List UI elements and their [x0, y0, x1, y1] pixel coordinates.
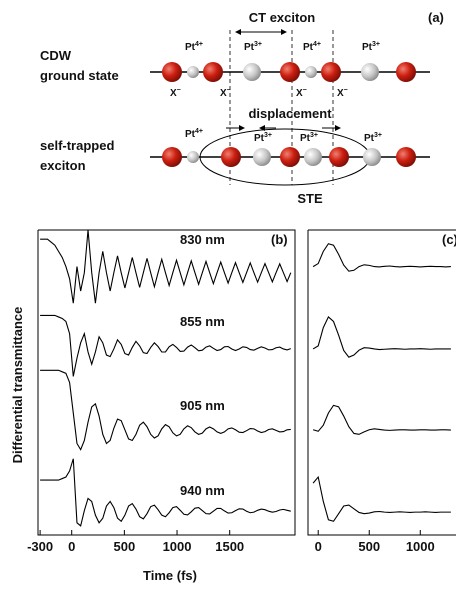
ion-base: Pt — [300, 133, 311, 144]
halogen-base: X — [170, 88, 177, 99]
schematic: CT exciton (a) CDW ground state self-tra… — [40, 10, 444, 206]
ion-label: Pt3+ — [300, 132, 318, 144]
ion-label: Pt3+ — [244, 41, 262, 53]
halogen — [280, 147, 300, 167]
halogen-charge: − — [177, 87, 181, 94]
row-label: exciton — [40, 158, 86, 173]
halogen — [396, 62, 416, 82]
ion-base: Pt — [362, 42, 373, 53]
trace — [312, 316, 451, 358]
ste-label: STE — [297, 191, 323, 206]
trace — [312, 475, 451, 522]
halogen-label: X− — [296, 87, 307, 99]
x-tick-label: 0 — [68, 539, 75, 554]
halogen-charge: − — [303, 87, 307, 94]
ion-label: Pt4+ — [303, 41, 321, 53]
ion-base: Pt — [185, 129, 196, 140]
ion-label: Pt4+ — [185, 41, 203, 53]
displacement-label: displacement — [248, 106, 332, 121]
trace — [312, 404, 451, 435]
y-axis-title: Differential transmittance — [10, 307, 25, 464]
halogen — [329, 147, 349, 167]
row-label: CDW — [40, 48, 72, 63]
x-axis-title: Time (fs) — [143, 568, 197, 583]
panel-label: (b) — [271, 232, 288, 247]
x-tick-label: 0 — [315, 539, 322, 554]
pt-ion — [305, 66, 317, 78]
trace — [40, 314, 291, 377]
ion-base: Pt — [303, 42, 314, 53]
halogen — [396, 147, 416, 167]
row-label: ground state — [40, 68, 119, 83]
trace-label: 855 nm — [180, 314, 225, 329]
halogen-base: X — [220, 88, 227, 99]
plot-frame — [37, 229, 296, 536]
trace-label: 940 nm — [180, 483, 225, 498]
ion-label: Pt4+ — [185, 128, 203, 140]
ct-exciton-title: CT exciton — [249, 10, 316, 25]
ion-charge: 3+ — [254, 41, 262, 48]
halogen — [280, 62, 300, 82]
ion-charge: 4+ — [313, 41, 321, 48]
halogen — [221, 147, 241, 167]
ion-charge: 3+ — [264, 132, 272, 139]
x-tick-label: 500 — [358, 539, 380, 554]
ion-charge: 3+ — [372, 41, 380, 48]
pt-ion — [253, 148, 271, 166]
ion-charge: 3+ — [374, 132, 382, 139]
halogen-label: X− — [170, 87, 181, 99]
trace — [312, 243, 451, 272]
halogen — [203, 62, 223, 82]
x-tick-label: 500 — [114, 539, 136, 554]
panel-label: (c) — [442, 232, 456, 247]
ion-base: Pt — [185, 42, 196, 53]
ion-base: Pt — [244, 42, 255, 53]
halogen-base: X — [337, 88, 344, 99]
halogen — [162, 62, 182, 82]
ion-charge: 4+ — [195, 128, 203, 135]
halogen — [162, 147, 182, 167]
row-label: self-trapped — [40, 138, 114, 153]
x-tick-label: 1500 — [215, 539, 244, 554]
ion-base: Pt — [364, 133, 375, 144]
ion-base: Pt — [254, 133, 265, 144]
pt-ion — [361, 63, 379, 81]
halogen-charge: − — [227, 87, 231, 94]
trace — [40, 229, 292, 304]
pt-ion — [304, 148, 322, 166]
x-tick-label: 1000 — [163, 539, 192, 554]
pt-ion — [243, 63, 261, 81]
ion-label: Pt3+ — [364, 132, 382, 144]
trace-label: 905 nm — [180, 398, 225, 413]
halogen-base: X — [296, 88, 303, 99]
trace — [40, 458, 291, 527]
ion-charge: 3+ — [310, 132, 318, 139]
halogen-label: X− — [220, 87, 231, 99]
pt-ion — [187, 151, 199, 163]
halogen-charge: − — [344, 87, 348, 94]
x-tick-label: 1000 — [406, 539, 435, 554]
ion-label: Pt3+ — [254, 132, 272, 144]
ion-charge: 4+ — [195, 41, 203, 48]
trace-label: 830 nm — [180, 232, 225, 247]
ion-label: Pt3+ — [362, 41, 380, 53]
trace — [40, 369, 291, 451]
pt-ion — [187, 66, 199, 78]
halogen — [321, 62, 341, 82]
x-tick-label: -300 — [27, 539, 53, 554]
pt-ion — [363, 148, 381, 166]
plot-frame — [307, 229, 456, 536]
halogen-label: X− — [337, 87, 348, 99]
panel-label: (a) — [428, 10, 444, 25]
